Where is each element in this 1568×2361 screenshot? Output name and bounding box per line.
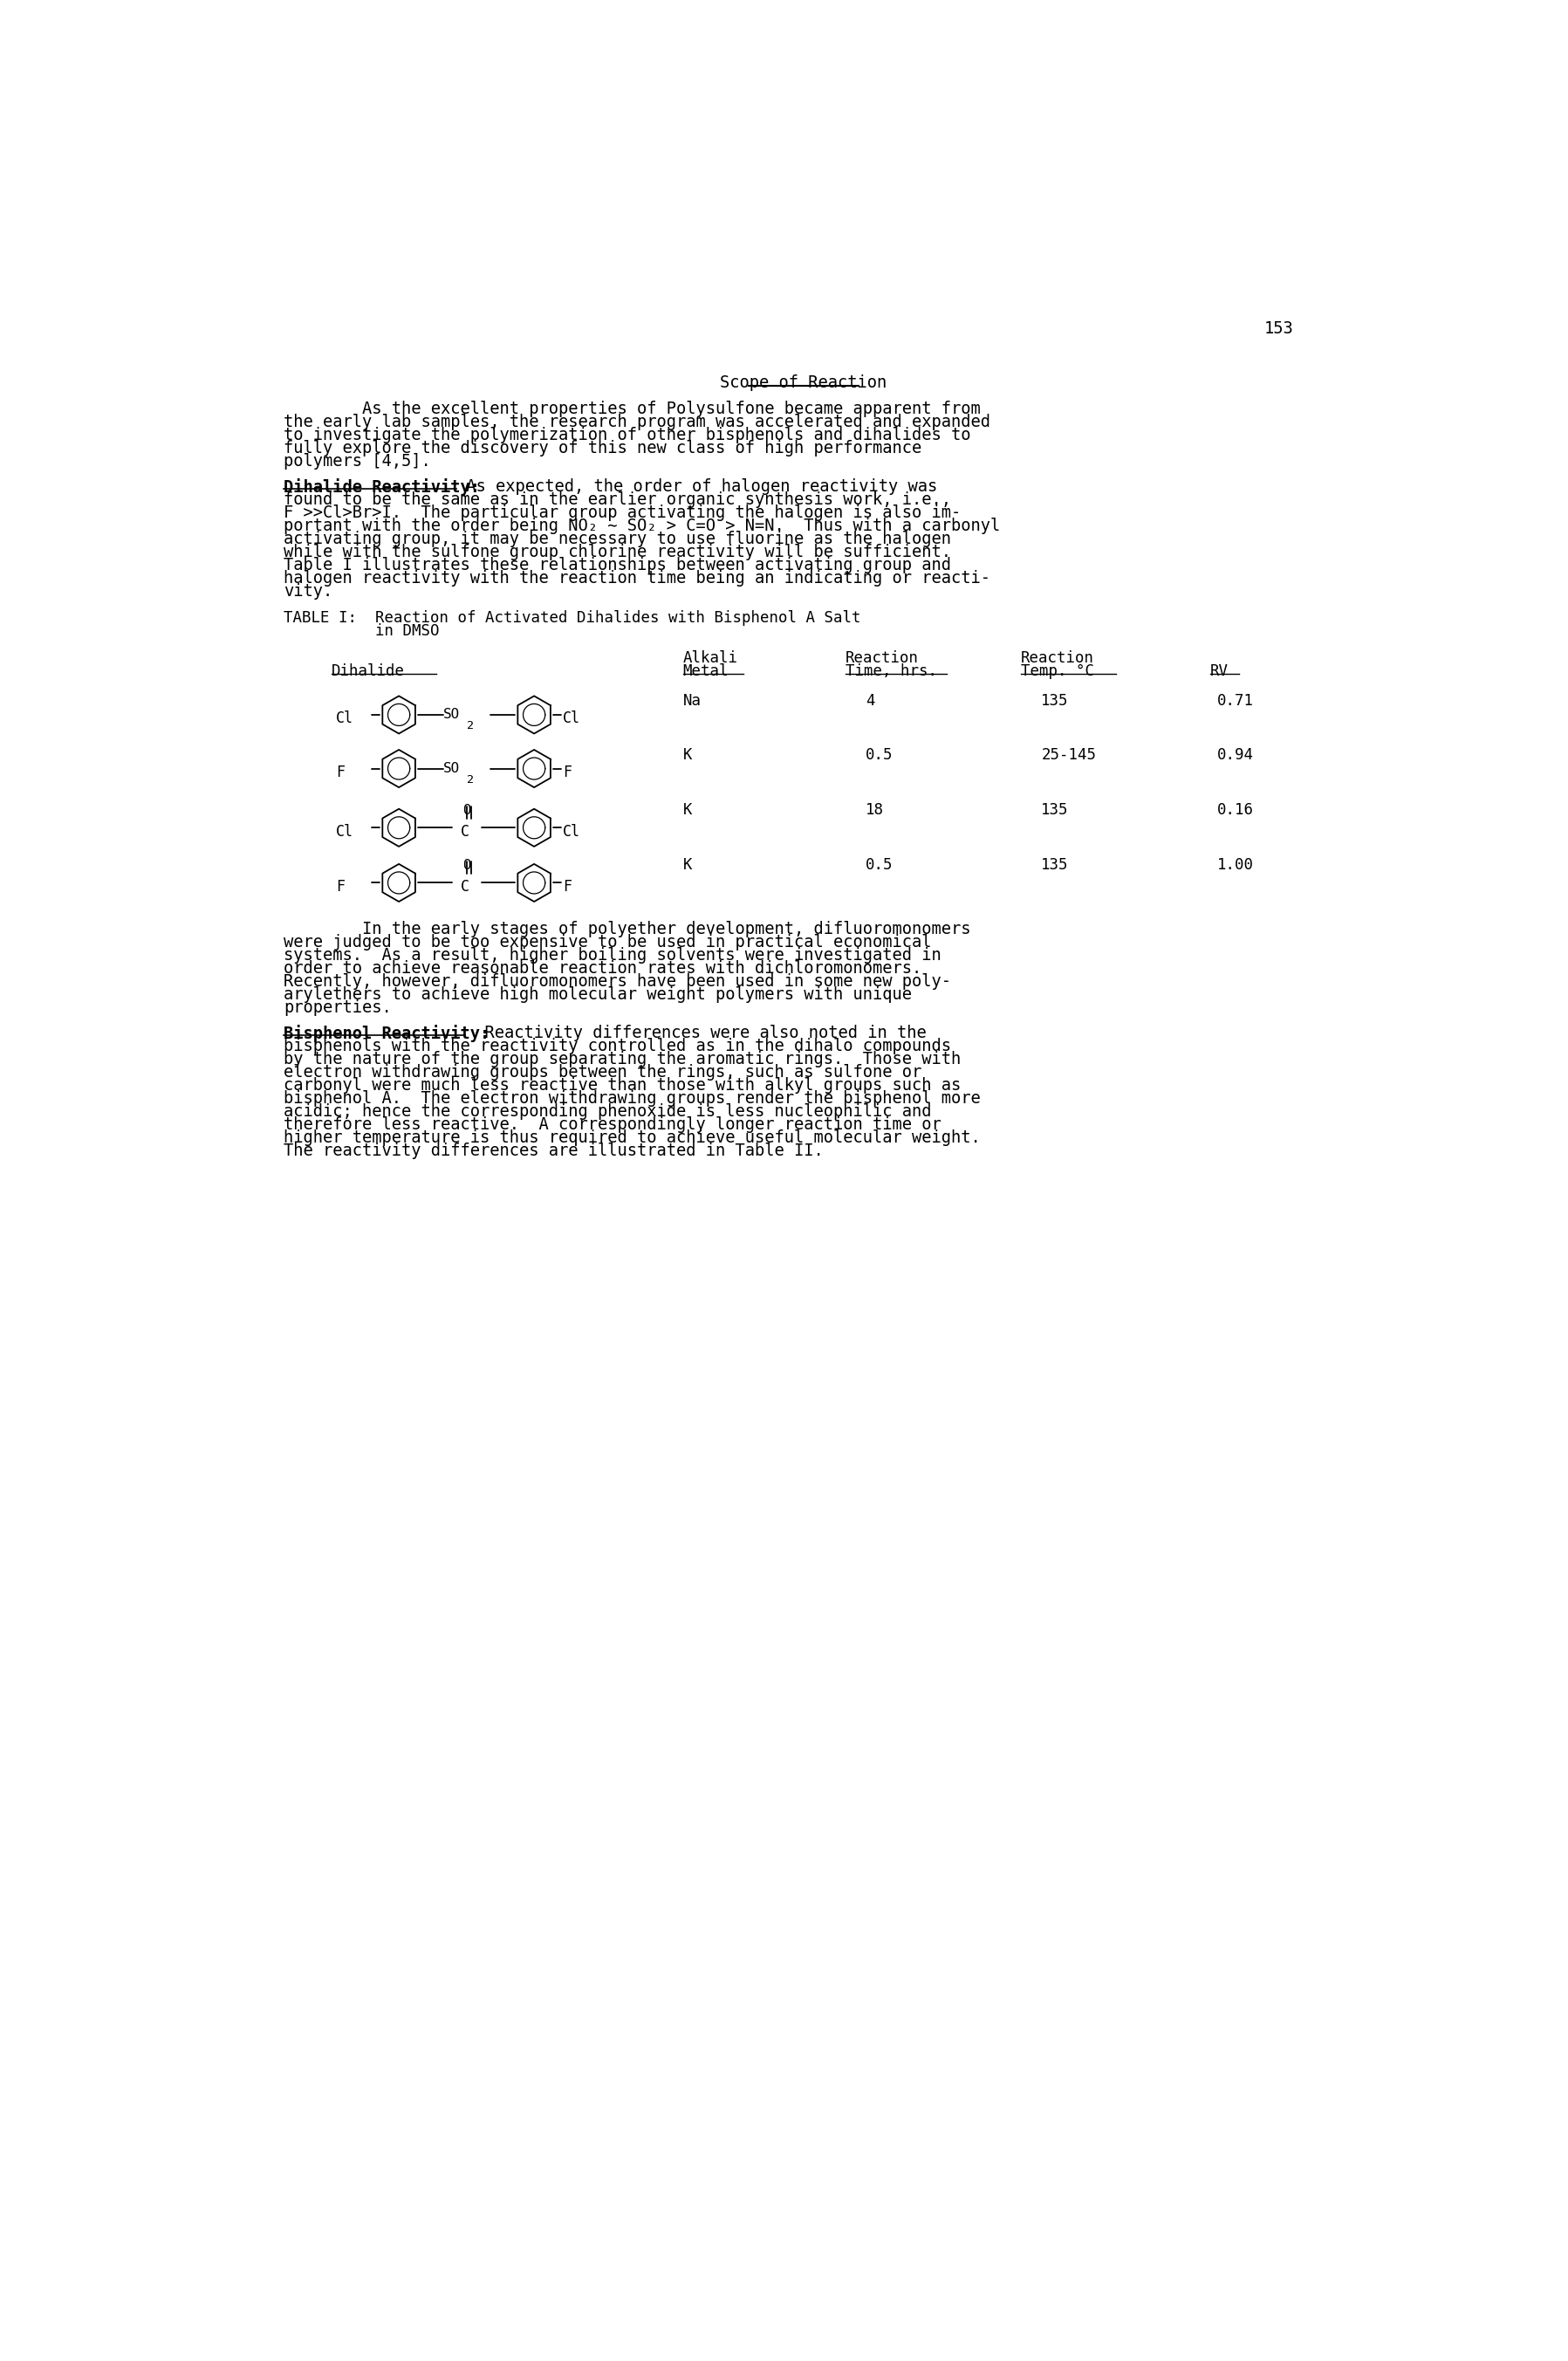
Text: C: C [461,824,469,841]
Text: Cl: Cl [563,711,580,727]
Text: 0.5: 0.5 [866,857,892,874]
Text: 0.71: 0.71 [1217,694,1254,708]
Text: 0.94: 0.94 [1217,746,1254,763]
Text: 135: 135 [1041,857,1069,874]
Text: F: F [563,878,571,895]
Text: found to be the same as in the earlier organic synthesis work, i.e.,: found to be the same as in the earlier o… [284,491,952,508]
Text: portant with the order being NO₂ ∼ SO₂ > C=O > N=N.  Thus with a carbonyl: portant with the order being NO₂ ∼ SO₂ >… [284,517,1000,534]
Text: As expected, the order of halogen reactivity was: As expected, the order of halogen reacti… [456,479,938,496]
Text: Reactivity differences were also noted in the: Reactivity differences were also noted i… [466,1025,927,1041]
Text: Dihalide Reactivity:: Dihalide Reactivity: [284,479,480,496]
Text: were judged to be too expensive to be used in practical economical: were judged to be too expensive to be us… [284,935,931,951]
Text: fully explore the discovery of this new class of high performance: fully explore the discovery of this new … [284,439,922,456]
Text: C: C [461,878,469,895]
Text: while with the sulfone group chlorine reactivity will be sufficient.: while with the sulfone group chlorine re… [284,543,952,560]
Text: Recently, however, difluoromonomers have been used in some new poly-: Recently, however, difluoromonomers have… [284,973,952,989]
Text: vity.: vity. [284,583,332,600]
Text: Time, hrs.: Time, hrs. [845,663,936,678]
Text: higher temperature is thus required to achieve useful molecular weight.: higher temperature is thus required to a… [284,1131,982,1147]
Text: activating group, it may be necessary to use fluorine as the halogen: activating group, it may be necessary to… [284,531,952,548]
Text: Reaction: Reaction [1021,649,1094,666]
Text: F: F [336,765,345,779]
Text: 153: 153 [1264,321,1294,338]
Text: 4: 4 [866,694,875,708]
Text: K: K [684,746,691,763]
Text: Cl: Cl [563,824,580,841]
Text: bisphenols with the reactivity controlled as in the dihalo compounds: bisphenols with the reactivity controlle… [284,1039,952,1055]
Text: polymers [4,5].: polymers [4,5]. [284,453,431,470]
Text: Dihalide: Dihalide [331,663,405,678]
Text: SO: SO [442,708,459,720]
Text: Bisphenol Reactivity:: Bisphenol Reactivity: [284,1025,491,1044]
Text: bisphenol A.  The electron withdrawing groups render the bisphenol more: bisphenol A. The electron withdrawing gr… [284,1091,982,1107]
Text: electron withdrawing groups between the rings, such as sulfone or: electron withdrawing groups between the … [284,1065,922,1081]
Text: In the early stages of polyether development, difluoromonomers: In the early stages of polyether develop… [284,921,971,937]
Text: 0.16: 0.16 [1217,803,1254,817]
Text: Table I illustrates these relationships between activating group and: Table I illustrates these relationships … [284,557,952,574]
Text: SO: SO [442,763,459,774]
Text: Scope of Reaction: Scope of Reaction [720,373,887,390]
Text: 1.00: 1.00 [1217,857,1254,874]
Text: carbonyl were much less reactive than those with alkyl groups such as: carbonyl were much less reactive than th… [284,1077,961,1093]
Text: to investigate the polymerization of other bisphenols and dihalides to: to investigate the polymerization of oth… [284,427,971,444]
Text: O: O [463,859,470,871]
Text: TABLE I:  Reaction of Activated Dihalides with Bisphenol A Salt: TABLE I: Reaction of Activated Dihalides… [284,609,861,626]
Text: acidic; hence the corresponding phenoxide is less nucleophilic and: acidic; hence the corresponding phenoxid… [284,1103,931,1119]
Text: by the nature of the group separating the aromatic rings.  Those with: by the nature of the group separating th… [284,1051,961,1067]
Text: in DMSO: in DMSO [284,623,439,640]
Text: Temp. °C: Temp. °C [1021,663,1094,678]
Text: F: F [563,765,571,779]
Text: 2: 2 [467,774,474,786]
Text: K: K [684,857,691,874]
Text: F >>Cl>Br>I.  The particular group activating the halogen is also im-: F >>Cl>Br>I. The particular group activa… [284,505,961,522]
Text: As the excellent properties of Polysulfone became apparent from: As the excellent properties of Polysulfo… [284,401,982,418]
Text: Cl: Cl [336,824,353,841]
Text: Metal: Metal [684,663,729,678]
Text: Na: Na [684,694,701,708]
Text: K: K [684,803,691,817]
Text: order to achieve reasonable reaction rates with dichloromonomers.: order to achieve reasonable reaction rat… [284,961,922,977]
Text: The reactivity differences are illustrated in Table II.: The reactivity differences are illustrat… [284,1143,823,1159]
Text: 2: 2 [467,720,474,732]
Text: Cl: Cl [336,711,353,727]
Text: properties.: properties. [284,999,392,1015]
Text: 135: 135 [1041,803,1069,817]
Text: Alkali: Alkali [684,649,739,666]
Text: 135: 135 [1041,694,1069,708]
Text: 18: 18 [866,803,884,817]
Text: therefore less reactive.  A correspondingly longer reaction time or: therefore less reactive. A corresponding… [284,1117,942,1133]
Text: RV: RV [1210,663,1229,678]
Text: F: F [336,878,345,895]
Text: systems.  As a result, higher boiling solvents were investigated in: systems. As a result, higher boiling sol… [284,947,942,963]
Text: 0.5: 0.5 [866,746,892,763]
Text: arylethers to achieve high molecular weight polymers with unique: arylethers to achieve high molecular wei… [284,987,913,1003]
Text: the early lab samples, the research program was accelerated and expanded: the early lab samples, the research prog… [284,413,991,430]
Text: O: O [463,805,470,817]
Text: Reaction: Reaction [845,649,919,666]
Text: 25-145: 25-145 [1041,746,1096,763]
Text: halogen reactivity with the reaction time being an indicating or reacti-: halogen reactivity with the reaction tim… [284,571,991,588]
